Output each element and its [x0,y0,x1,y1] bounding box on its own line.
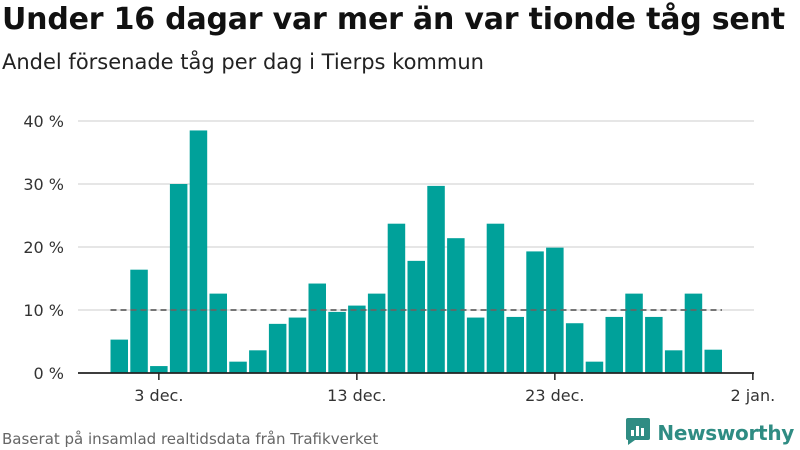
y-tick-label: 0 % [34,364,64,383]
x-tick-label: 2 jan. [730,386,775,405]
bar [565,323,584,373]
bar [288,317,307,373]
bar [585,361,604,373]
source-note: Baserat på insamlad realtidsdata från Tr… [2,430,379,448]
y-tick-label: 20 % [23,238,64,257]
bar [328,311,346,373]
y-tick-label: 10 % [23,301,64,320]
bar [130,269,148,373]
y-tick-label: 30 % [23,175,64,194]
bar [367,293,386,373]
bar [506,316,524,373]
bar [387,223,406,373]
newsworthy-logo-icon [625,417,651,449]
bar [645,316,663,373]
bar [664,350,683,373]
bar [169,184,188,373]
bar [526,251,544,373]
chart-title: Under 16 dagar var mer än var tionde tåg… [2,2,785,37]
bar [209,293,227,373]
y-tick-label: 40 % [23,112,64,131]
bar [625,293,643,373]
bar [229,361,247,373]
bar [348,305,366,373]
bar [704,349,722,373]
x-tick-label: 13 dec. [327,386,386,405]
bar [150,366,168,373]
bar [466,317,485,373]
bar [447,238,465,373]
x-tick-label: 3 dec. [134,386,183,405]
x-tick-label: 23 dec. [525,386,584,405]
bar [684,293,703,373]
chart-subtitle: Andel försenade tåg per dag i Tierps kom… [2,50,484,74]
bar [110,339,128,373]
brand-logo: Newsworthy [625,418,794,448]
bar [268,323,287,373]
bar-chart: 0 % 10 % 20 % 30 % 40 % 3 dec. 13 dec. 23 dec. 2… [23,112,775,405]
brand-name: Newsworthy [657,421,794,445]
bar [486,223,505,373]
bar [407,260,425,373]
bar [427,185,445,373]
bar [308,283,326,373]
bar [605,316,623,373]
bar [189,130,208,373]
bar [249,350,267,373]
